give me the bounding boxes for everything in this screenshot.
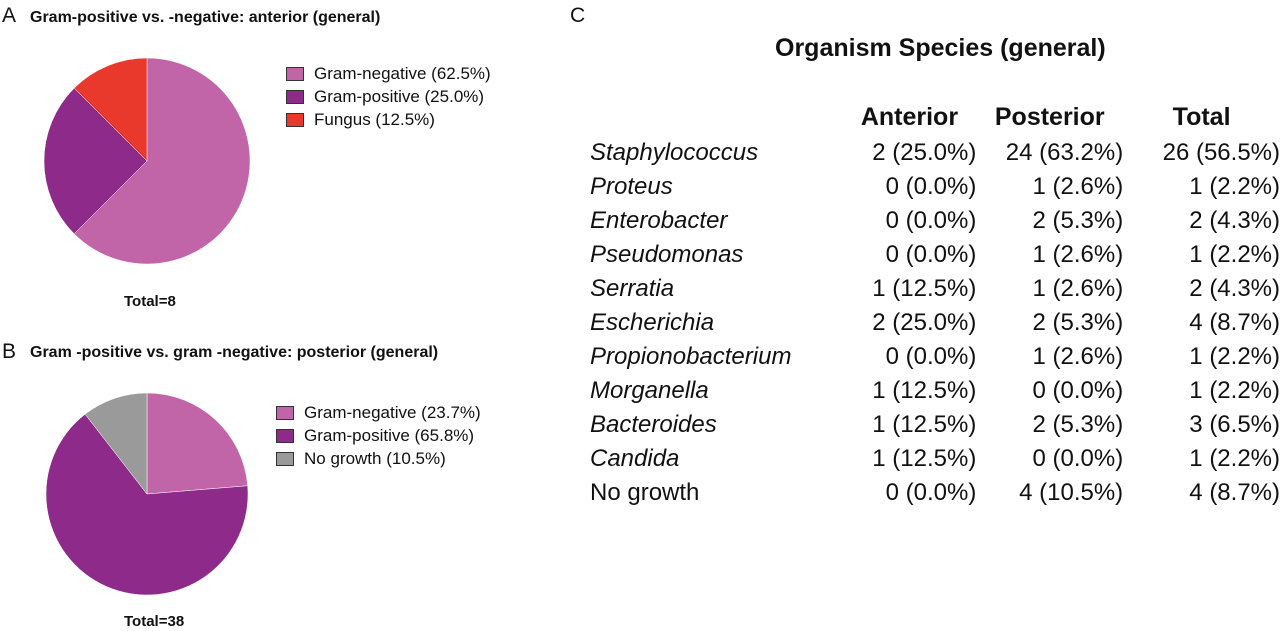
pie-slice — [146, 392, 248, 495]
header-total: Total — [1172, 102, 1231, 131]
anterior-cell: 1 (12.5%) — [872, 377, 977, 404]
species-cell: Morganella — [590, 377, 709, 404]
legend-swatch — [286, 89, 304, 104]
table-row: Serratia 1 (12.5%) 1 (2.6%) 2 (4.3%) — [582, 272, 1280, 306]
header-species — [582, 98, 843, 136]
pie-chart-posterior — [45, 392, 249, 596]
species-cell: Propionobacterium — [590, 343, 792, 370]
legend-label: Gram-positive (25.0%) — [314, 86, 485, 106]
legend-label: Gram-negative (62.5%) — [314, 63, 491, 83]
species-cell: Serratia — [590, 275, 675, 302]
legend-item: Gram-positive (65.8%) — [276, 424, 481, 447]
pie-slice — [43, 87, 148, 235]
pie-b-title: Gram -positive vs. gram -negative: poste… — [30, 344, 439, 361]
pie-slice — [84, 392, 148, 495]
panel-b-letter: B — [2, 340, 17, 363]
pie-chart-anterior — [43, 57, 251, 265]
total-posterior: Total=38 — [124, 613, 185, 630]
legend-item: Gram-negative (62.5%) — [286, 62, 491, 85]
table-row: Propionobacterium 0 (0.0%) 1 (2.6%) 1 (2.2%… — [582, 340, 1280, 374]
table-row: Pseudomonas 0 (0.0%) 1 (2.6%) 1 (2.2%) — [582, 238, 1280, 272]
total-anterior: Total=8 — [124, 293, 176, 310]
species-cell: Bacteroides — [590, 411, 717, 438]
table-row: Bacteroides 1 (12.5%) 2 (5.3%) 3 (6.5%) — [582, 408, 1280, 442]
table-row: Enterobacter 0 (0.0%) 2 (5.3%) 2 (4.3%) — [582, 204, 1280, 238]
legend-item: Gram-positive (25.0%) — [286, 85, 491, 108]
posterior-cell: 24 (63.2%) — [1005, 139, 1124, 166]
posterior-cell: 1 (2.6%) — [1032, 241, 1124, 268]
anterior-cell: 0 (0.0%) — [885, 241, 977, 268]
total-cell: 1 (2.2%) — [1189, 343, 1280, 370]
pie-a-title: Gram-positive vs. -negative: anterior (g… — [30, 9, 381, 26]
total-cell: 26 (56.5%) — [1162, 139, 1280, 166]
legend-item: Fungus (12.5%) — [286, 108, 491, 131]
posterior-cell: 4 (10.5%) — [1019, 479, 1124, 506]
total-cell: 4 (8.7%) — [1189, 309, 1280, 336]
total-cell: 2 (4.3%) — [1189, 207, 1280, 234]
anterior-cell: 2 (25.0%) — [872, 309, 977, 336]
total-cell: 1 (2.2%) — [1189, 445, 1280, 472]
anterior-cell: 2 (25.0%) — [872, 139, 977, 166]
legend-swatch — [276, 428, 294, 443]
table-header-row: Anterior Posterior Total — [582, 98, 1280, 136]
total-cell: 2 (4.3%) — [1189, 275, 1280, 302]
anterior-cell: 0 (0.0%) — [885, 343, 977, 370]
table-row: No growth 0 (0.0%) 4 (10.5%) 4 (8.7%) — [582, 476, 1280, 510]
table-row: Candida 1 (12.5%) 0 (0.0%) 1 (2.2%) — [582, 442, 1280, 476]
legend-item: No growth (10.5%) — [276, 447, 481, 470]
legend-posterior: Gram-negative (23.7%) Gram-positive (65.8… — [276, 401, 481, 470]
species-cell: Candida — [590, 445, 680, 472]
legend-label: Gram-negative (23.7%) — [304, 402, 481, 422]
table-row: Escherichia 2 (25.0%) 2 (5.3%) 4 (8.7%) — [582, 306, 1280, 340]
anterior-cell: 1 (12.5%) — [872, 275, 977, 302]
legend-label: Fungus (12.5%) — [314, 109, 435, 129]
posterior-cell: 0 (0.0%) — [1032, 377, 1124, 404]
total-cell: 1 (2.2%) — [1189, 173, 1280, 200]
legend-label: No growth (10.5%) — [304, 448, 446, 468]
anterior-cell: 0 (0.0%) — [885, 207, 977, 234]
panel-a-letter: A — [2, 4, 17, 27]
legend-swatch — [286, 66, 304, 81]
posterior-cell: 1 (2.6%) — [1032, 173, 1124, 200]
posterior-cell: 2 (5.3%) — [1032, 207, 1124, 234]
species-cell: Enterobacter — [590, 207, 728, 234]
table-row: Morganella 1 (12.5%) 0 (0.0%) 1 (2.2%) — [582, 374, 1280, 408]
table-row: Staphylococcus 2 (25.0%) 24 (63.2%) 26 (56.… — [582, 136, 1280, 170]
species-cell: Pseudomonas — [590, 241, 744, 268]
posterior-cell: 0 (0.0%) — [1032, 445, 1124, 472]
species-cell: Proteus — [590, 173, 673, 200]
header-posterior: Posterior — [994, 102, 1105, 131]
legend-anterior: Gram-negative (62.5%) Gram-positive (25.0… — [286, 62, 491, 131]
legend-swatch — [276, 405, 294, 420]
pie-slice — [73, 57, 148, 162]
total-cell: 1 (2.2%) — [1189, 377, 1280, 404]
header-anterior: Anterior — [860, 102, 959, 131]
table-row: Proteus 0 (0.0%) 1 (2.6%) 1 (2.2%) — [582, 170, 1280, 204]
pie-slice — [45, 413, 249, 596]
anterior-cell: 1 (12.5%) — [872, 445, 977, 472]
organism-table: Anterior Posterior Total Staphylococcus 2… — [582, 98, 1280, 510]
total-cell: 3 (6.5%) — [1189, 411, 1280, 438]
anterior-cell: 1 (12.5%) — [872, 411, 977, 438]
table-title: Organism Species (general) — [775, 34, 1106, 62]
total-cell: 4 (8.7%) — [1189, 479, 1280, 506]
species-cell: No growth — [590, 479, 700, 506]
species-cell: Staphylococcus — [590, 139, 759, 166]
posterior-cell: 1 (2.6%) — [1032, 343, 1124, 370]
species-cell: Escherichia — [590, 309, 715, 336]
anterior-cell: 0 (0.0%) — [885, 479, 977, 506]
posterior-cell: 2 (5.3%) — [1032, 411, 1124, 438]
posterior-cell: 2 (5.3%) — [1032, 309, 1124, 336]
legend-swatch — [276, 451, 294, 466]
posterior-cell: 1 (2.6%) — [1032, 275, 1124, 302]
pie-slice — [73, 57, 251, 265]
total-cell: 1 (2.2%) — [1189, 241, 1280, 268]
legend-swatch — [286, 112, 304, 127]
panel-c-letter: C — [570, 4, 586, 27]
legend-label: Gram-positive (65.8%) — [304, 425, 475, 445]
legend-item: Gram-negative (23.7%) — [276, 401, 481, 424]
anterior-cell: 0 (0.0%) — [885, 173, 977, 200]
